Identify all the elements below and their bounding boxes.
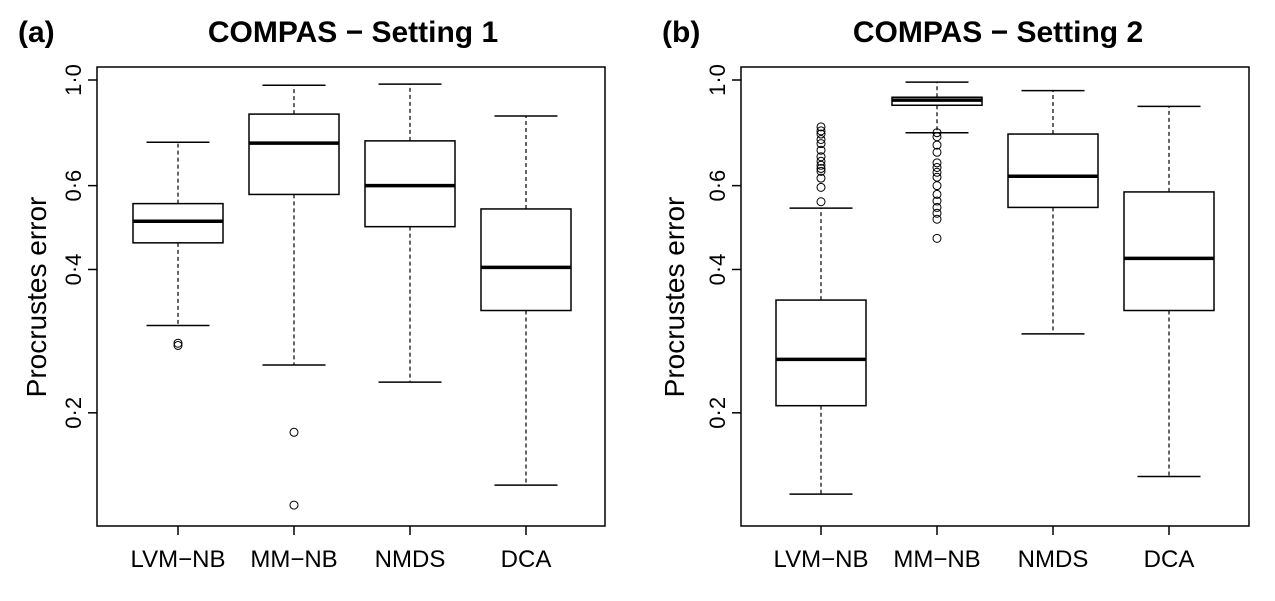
iqr-box [1123, 191, 1215, 312]
y-tick-label: 0·4 [61, 254, 86, 286]
y-tick-label: 0·4 [705, 254, 730, 286]
outlier-point [932, 208, 942, 218]
outlier-point [816, 152, 826, 162]
x-tick-label: LVM−NB [131, 546, 226, 573]
outlier-point [932, 132, 942, 142]
outlier-point [816, 139, 826, 149]
outlier-point [816, 129, 826, 139]
x-tick-label: NMDS [1018, 546, 1089, 573]
iqr-box [364, 140, 456, 228]
outlier-point [816, 156, 826, 166]
outlier-point [816, 160, 826, 170]
outlier-point [932, 158, 942, 168]
outlier-point [816, 145, 826, 155]
y-tick-label: 1·0 [61, 64, 86, 96]
outlier-point [932, 167, 942, 177]
outlier-point [289, 427, 299, 437]
outlier-point [816, 197, 826, 207]
outlier-point [932, 162, 942, 172]
outlier-point [932, 202, 942, 212]
outlier-point [173, 340, 183, 350]
outlier-point [932, 233, 942, 243]
outlier-point [816, 166, 826, 176]
outlier-point [932, 214, 942, 224]
plot-area: 0·2 0·4 0·6 1·0 LVM−NB MM−NB NMDS DCA [705, 64, 1215, 573]
x-tick-label: MM−NB [893, 546, 980, 573]
y-axis-label: Procrustes error [21, 197, 52, 398]
x-tick-label: NMDS [375, 546, 446, 573]
x-tick-label: LVM−NB [774, 546, 869, 573]
outlier-point [932, 147, 942, 157]
outlier-point [816, 134, 826, 144]
iqr-box [1007, 133, 1099, 209]
outlier-point [932, 189, 942, 199]
panel-label: (a) [18, 16, 55, 49]
outlier-point [816, 182, 826, 192]
y-tick-label: 0·6 [705, 170, 730, 202]
iqr-box [132, 202, 224, 244]
iqr-box [775, 299, 867, 407]
outlier-point [173, 338, 183, 348]
iqr-box [480, 208, 572, 312]
outlier-point [289, 500, 299, 510]
outlier-point [816, 173, 826, 183]
plot-frame [740, 66, 1250, 527]
y-tick-label: 0·2 [705, 397, 730, 429]
outlier-point [932, 196, 942, 206]
panel-label: (b) [662, 16, 700, 49]
outlier-point [816, 163, 826, 173]
chart-title: COMPAS − Setting 1 [208, 16, 498, 49]
outlier-point [816, 126, 826, 136]
outlier-point [816, 122, 826, 132]
x-tick-label: MM−NB [250, 546, 337, 573]
x-tick-label: DCA [501, 546, 552, 573]
plot-frame [96, 66, 606, 527]
outlier-point [932, 128, 942, 138]
outlier-point [932, 172, 942, 182]
panel-a: (a) COMPAS − Setting 1 Procrustes error … [18, 16, 606, 573]
x-tick-label: DCA [1144, 546, 1195, 573]
y-tick-label: 0·6 [61, 170, 86, 202]
y-axis-label: Procrustes error [659, 197, 690, 398]
panel-b: (b) COMPAS − Setting 2 Procrustes error … [659, 16, 1250, 573]
iqr-box [248, 113, 340, 196]
plot-area: 0·2 0·4 0·6 1·0 LVM−NB MM−NB NMDS DCA [61, 64, 572, 573]
y-tick-label: 0·2 [61, 397, 86, 429]
chart-title: COMPAS − Setting 2 [853, 16, 1143, 49]
y-tick-label: 1·0 [705, 64, 730, 96]
outlier-point [932, 181, 942, 191]
